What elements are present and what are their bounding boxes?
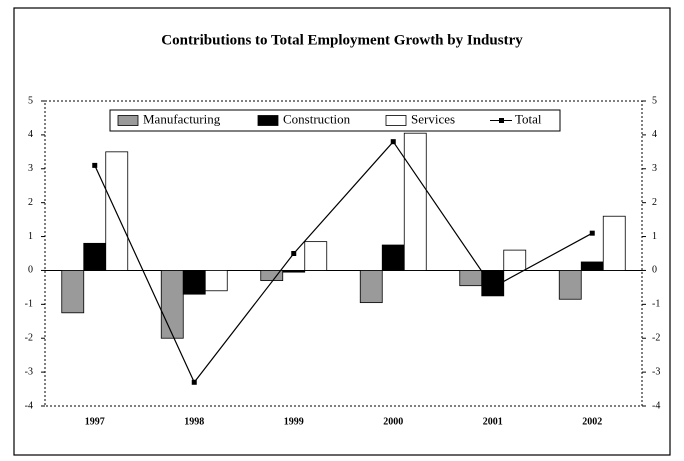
bar [83, 242, 107, 271]
x-tick-label: 2000 [383, 416, 403, 427]
y-tick-label: 4 [28, 129, 33, 140]
x-tick-label: 2002 [582, 416, 602, 427]
bar [403, 132, 427, 271]
y-tick-label: 3 [28, 163, 33, 174]
line-point [191, 379, 197, 385]
bar [105, 151, 129, 271]
legend-swatch [385, 115, 407, 126]
y2-tick-label: 0 [652, 265, 657, 276]
bar [260, 270, 284, 282]
bar [381, 244, 405, 271]
line [94, 140, 593, 384]
chart-title: Contributions to Total Employment Growth… [161, 32, 523, 48]
bar [204, 270, 228, 292]
bar [602, 215, 626, 271]
legend-label: Services [411, 111, 455, 126]
y-tick-label: 2 [28, 197, 33, 208]
x-tick-label: 1999 [284, 416, 304, 427]
y-tick-label: -2 [25, 333, 33, 344]
x-tick-label: 1997 [85, 416, 105, 427]
bar [61, 270, 85, 314]
bar [558, 270, 582, 300]
line-point [92, 162, 98, 168]
line-point [291, 251, 297, 256]
legend-swatch [257, 115, 279, 126]
plot-border [44, 100, 643, 407]
bar [182, 270, 206, 295]
x-tick-label: 1998 [184, 416, 204, 427]
line-point [390, 139, 396, 145]
y-tick-label: 1 [28, 231, 33, 242]
y2-tick-label: 5 [652, 95, 657, 106]
y2-tick-label: 4 [652, 129, 657, 140]
bar [282, 270, 306, 273]
bar [503, 249, 527, 271]
bar [160, 270, 184, 339]
y2-tick-label: 2 [652, 197, 657, 208]
x-tick-label: 2001 [483, 416, 503, 427]
y-tick-label: 5 [28, 95, 33, 106]
y2-tick-label: 1 [652, 231, 657, 242]
y-tick-label: -3 [25, 366, 33, 377]
y-tick-label: -1 [25, 299, 33, 310]
legend-label: Construction [283, 111, 351, 126]
legend-box [109, 109, 561, 132]
y-tick-label: 0 [28, 265, 33, 276]
legend-label: Manufacturing [143, 111, 221, 126]
y2-tick-label: 3 [652, 163, 657, 174]
bar [459, 270, 483, 287]
legend-swatch [117, 115, 139, 126]
y2-tick-label: -3 [652, 366, 660, 377]
line-point [589, 230, 595, 236]
y-tick-label: -4 [25, 400, 33, 411]
line-point [490, 284, 496, 290]
bar [580, 261, 604, 271]
legend-label: Total [515, 111, 542, 126]
bar [304, 241, 328, 271]
bar [481, 270, 505, 297]
y2-tick-label: -2 [652, 333, 660, 344]
y2-tick-label: -4 [652, 400, 660, 411]
bar [359, 270, 383, 304]
legend-marker [499, 118, 504, 123]
y2-tick-label: -1 [652, 299, 660, 310]
